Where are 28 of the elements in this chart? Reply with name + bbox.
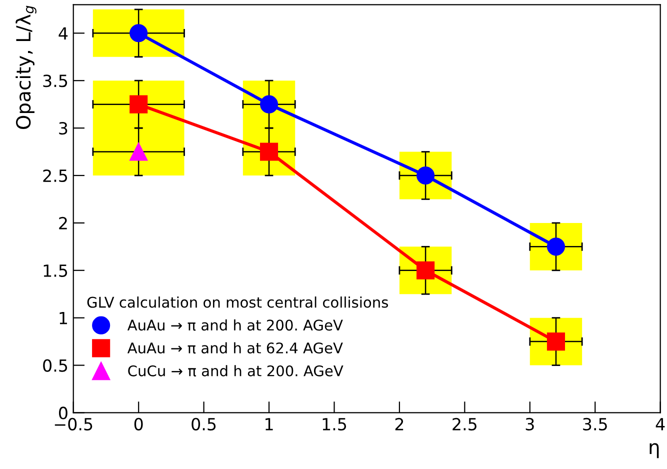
legend-title: GLV calculation on most central collisions	[87, 296, 388, 308]
y-tick-label: 3	[59, 122, 68, 135]
x-tick-label: 0	[134, 418, 143, 430]
y-axis-title: Opacity, L/λ$_{g}$	[16, 6, 36, 130]
x-tick-label: 0.5	[192, 418, 216, 430]
y-tick-label: 2.5	[43, 169, 68, 182]
point	[130, 24, 148, 42]
y-tick-label: 4	[58, 27, 68, 40]
y-tick-label: 0.5	[43, 359, 68, 372]
x-tick-label: 2.5	[452, 418, 476, 430]
x-tick-label: 1.5	[322, 418, 346, 430]
point	[130, 142, 148, 161]
legend-label: AuAu → π and h at 200. AGeV	[127, 319, 343, 331]
y-tick-label: 0	[59, 406, 68, 420]
x-tick-label: −0.5	[54, 418, 92, 430]
legend-label: CuCu → π and h at 200. AGeV	[128, 365, 344, 376]
x-axis-title: η	[650, 443, 659, 458]
x-tick-label: 3	[526, 418, 534, 430]
legend-label: AuAu → π and h at 62.4 AGeV	[127, 342, 343, 354]
y-tick-label: 1	[60, 312, 67, 324]
x-tick-label: 4	[656, 418, 665, 430]
x-tick-label: 2	[395, 418, 404, 430]
y-tick-label: 1.5	[44, 264, 68, 277]
point	[130, 95, 148, 114]
x-tick-label: 3.5	[583, 418, 607, 430]
x-tick-label: 1	[266, 418, 273, 430]
y-tick-label: 3.5	[43, 74, 68, 88]
y-tick-label: 2	[59, 216, 67, 230]
